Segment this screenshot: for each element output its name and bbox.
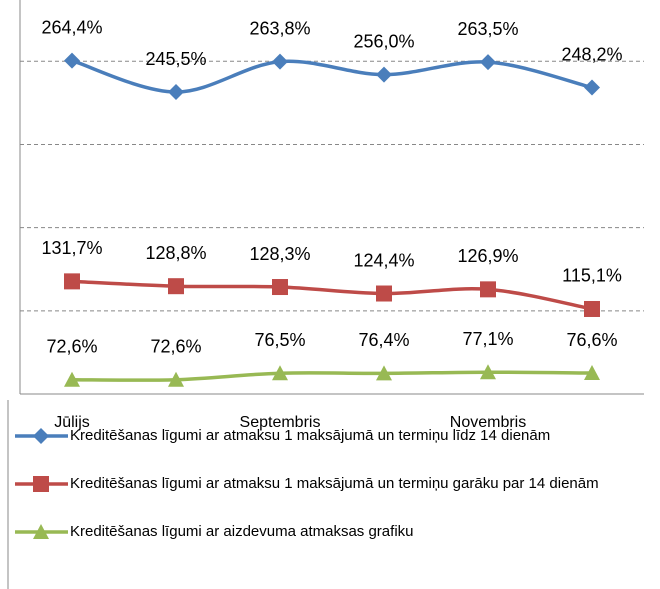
marker [272,279,288,296]
data-label: 128,8% [145,243,206,263]
data-label: 76,5% [254,330,305,350]
marker [584,300,600,317]
marker [584,79,600,96]
data-label: 126,9% [457,246,518,266]
series-line [71,279,593,311]
data-label: 256,0% [353,31,414,51]
data-label: 128,3% [249,244,310,264]
x-tick-label: Novembris [450,414,526,431]
marker [272,365,288,381]
data-label: 263,5% [457,19,518,39]
marker [376,66,392,83]
data-label: 72,6% [46,336,97,356]
legend-label: Kreditēšanas līgumi ar atmaksu 1 maksāju… [70,427,551,444]
marker [168,84,184,101]
marker [64,52,80,69]
legend-label: Kreditēšanas līgumi ar atmaksu 1 maksāju… [70,475,599,492]
marker [168,278,184,295]
data-label: 115,1% [562,266,622,286]
marker [33,428,49,444]
marker [376,285,392,302]
data-label: 124,4% [353,250,414,270]
marker [480,54,496,71]
marker [168,371,184,387]
marker [64,371,80,387]
data-label: 264,4% [41,17,102,37]
marker [33,476,49,492]
marker [272,53,288,70]
marker [480,364,496,380]
data-label: 245,5% [145,49,206,69]
data-label: 76,6% [566,330,617,350]
data-label: 131,7% [41,238,102,258]
legend-label: Kreditēšanas līgumi ar aizdevuma atmaksa… [70,523,414,540]
marker [64,273,80,290]
marker [33,524,49,539]
data-label: 72,6% [150,336,201,356]
marker [480,281,496,298]
data-label: 263,8% [249,18,310,38]
x-tick-label: Jūlijs [54,414,90,431]
series-line [71,370,593,382]
x-tick-label: Septembris [240,414,321,431]
data-label: 76,4% [358,330,409,350]
series-line [71,58,593,94]
data-label: 77,1% [462,329,513,349]
marker [584,365,600,381]
marker [376,365,392,381]
data-label: 248,2% [561,44,622,64]
